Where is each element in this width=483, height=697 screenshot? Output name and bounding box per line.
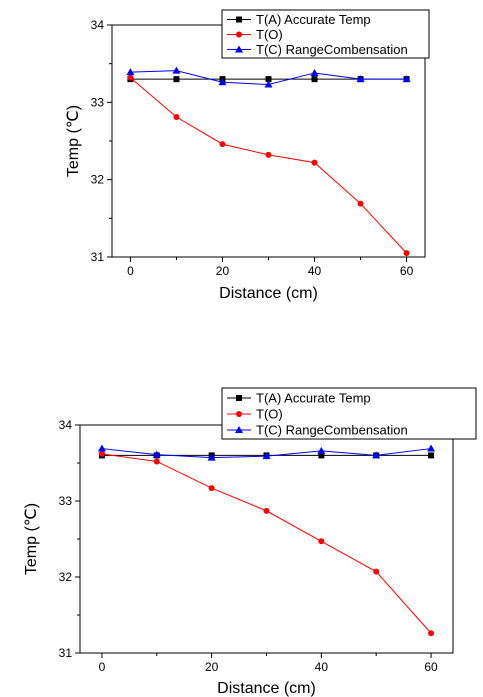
legend-label: T(O) [256, 407, 283, 422]
legend-label: T(C) RangeCombensation [256, 423, 408, 438]
y-tick-label: 33 [91, 95, 105, 109]
data-point [264, 508, 270, 514]
y-axis-label: Temp (℃) [23, 503, 40, 575]
legend-label: T(A) Accurate Temp [256, 12, 371, 27]
series-2 [99, 451, 434, 636]
x-tick-label: 60 [400, 264, 414, 278]
data-point [312, 160, 318, 166]
data-point [428, 630, 434, 636]
data-point [358, 201, 364, 207]
x-tick-label: 60 [424, 660, 438, 674]
x-tick-label: 40 [308, 264, 322, 278]
y-tick-label: 33 [59, 494, 73, 508]
y-tick-label: 32 [91, 173, 105, 187]
data-point [172, 67, 180, 74]
x-tick-label: 20 [205, 660, 219, 674]
legend-label: T(C) RangeCombensation [256, 42, 408, 57]
legend-swatch-marker [236, 17, 242, 23]
data-point [312, 76, 318, 82]
legend-swatch-marker [236, 411, 242, 417]
data-point [311, 69, 319, 76]
x-tick-label: 20 [216, 264, 230, 278]
data-point [404, 250, 410, 256]
x-tick-label: 0 [99, 660, 106, 674]
y-tick-label: 34 [59, 418, 73, 432]
data-point [173, 76, 179, 82]
series-line [102, 454, 431, 633]
data-point [209, 485, 215, 491]
y-tick-label: 31 [59, 646, 73, 660]
legend-swatch-marker [236, 32, 242, 38]
legend-label: T(O) [256, 27, 283, 42]
x-tick-label: 0 [127, 264, 134, 278]
series-3 [98, 445, 435, 461]
data-point [98, 445, 106, 452]
series-line [130, 78, 406, 254]
y-axis-label: Temp (℃) [65, 105, 82, 177]
chart-1: 0 20 40 60 31 32 33 34 Distance (cm) Temp (℃) T(A)… [65, 10, 429, 302]
legend-label: T(A) Accurate Temp [256, 391, 371, 406]
data-point [127, 75, 133, 81]
x-axis-label: Distance (cm) [219, 285, 318, 302]
plot-frame [80, 425, 453, 653]
data-point [154, 458, 160, 464]
y-tick-label: 31 [91, 250, 105, 264]
data-point [427, 445, 435, 452]
data-point [318, 538, 324, 544]
legend-swatch-marker [236, 395, 242, 401]
data-point [173, 114, 179, 120]
x-axis-label: Distance (cm) [217, 680, 316, 697]
y-tick-label: 32 [59, 570, 73, 584]
x-tick-label: 40 [315, 660, 329, 674]
data-point [317, 447, 325, 454]
data-point [219, 141, 225, 147]
data-point [373, 569, 379, 575]
data-point [266, 152, 272, 158]
y-tick-label: 34 [91, 18, 105, 32]
data-point [428, 452, 434, 458]
chart-2: 0 20 40 60 31 32 33 34 Distance (cm) Temp (℃) T(A)… [23, 388, 476, 697]
series-2 [127, 75, 409, 257]
data-point [99, 451, 105, 457]
